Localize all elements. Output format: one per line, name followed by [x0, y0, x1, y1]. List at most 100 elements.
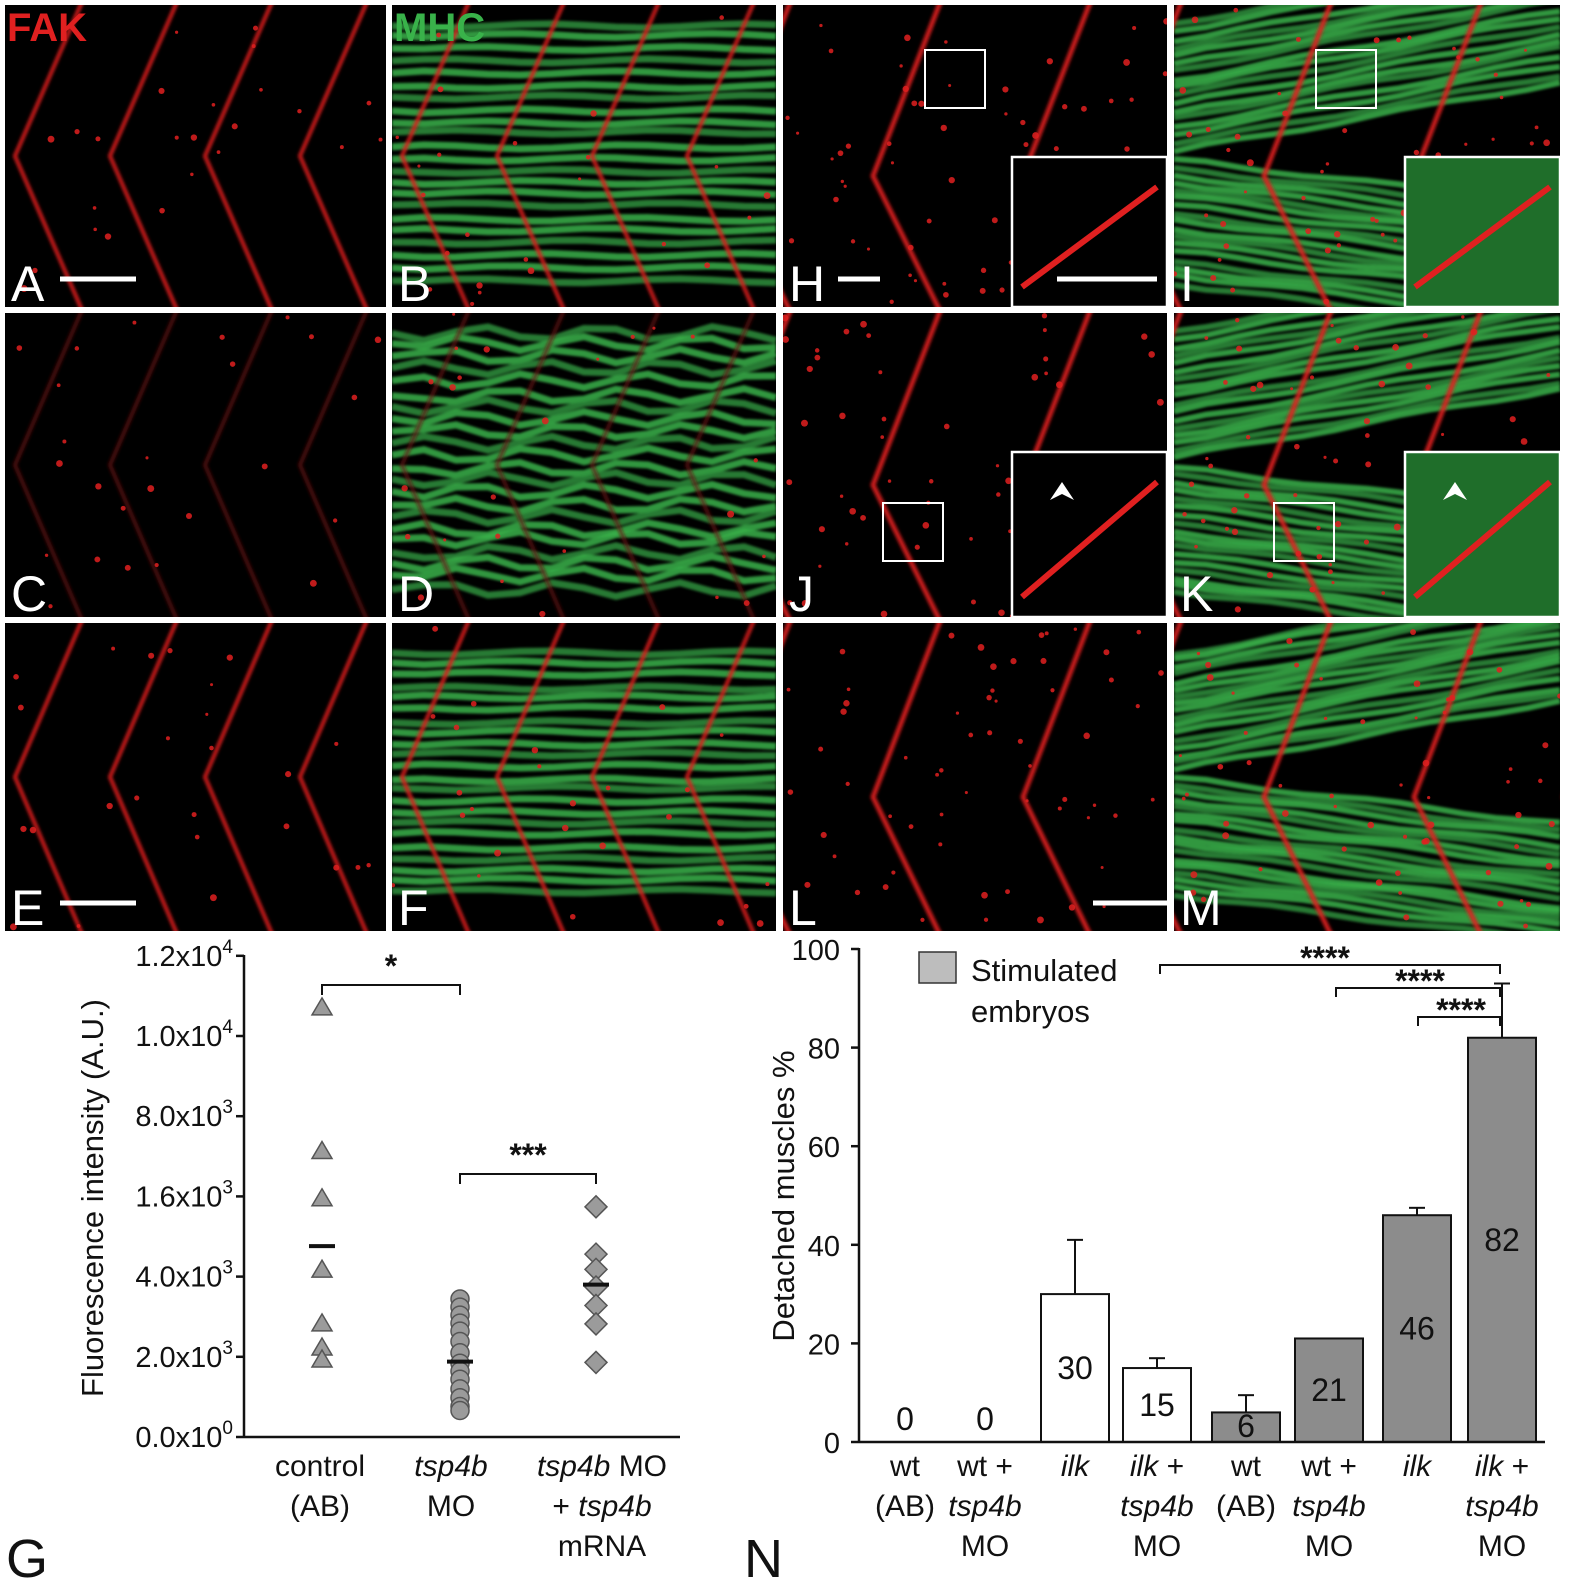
bar-value-label: 21 — [1311, 1372, 1347, 1408]
legend-label-line1: Stimulated — [971, 953, 1117, 988]
y-tick-label: 20 — [808, 1329, 840, 1361]
panel-background — [5, 313, 386, 617]
data-point-diamond — [583, 1311, 609, 1336]
significance-label: * — [385, 948, 398, 984]
data-point-triangle — [310, 1258, 334, 1278]
panel-letter: K — [1180, 566, 1213, 622]
bar-value-label: 46 — [1399, 1311, 1435, 1347]
category-label: wt — [889, 1450, 921, 1483]
channel-label: MHC — [394, 6, 485, 50]
category-label: (AB) — [875, 1490, 935, 1523]
y-tick-label: 1.6x103 — [135, 1177, 233, 1213]
category-label: ilk — [1403, 1450, 1433, 1483]
panel-letter: I — [1180, 256, 1194, 312]
panel-background — [783, 623, 1167, 931]
category-label: wt — [1230, 1450, 1262, 1483]
y-tick-label: 0 — [824, 1428, 840, 1460]
data-point-triangle — [310, 1312, 334, 1332]
panel-letter: L — [789, 880, 817, 936]
category-label: mRNA — [558, 1530, 646, 1563]
micrograph-panel-c: C — [5, 313, 386, 622]
category-label: ilk — [1061, 1450, 1091, 1483]
scatter-chart-g: 0.0x100 2.0x103 4.0x103 1.6x103 8.0x103 1.0x1… — [6, 937, 680, 1585]
category-label: tsp4b — [414, 1450, 487, 1483]
category-label: (AB) — [290, 1490, 350, 1523]
panel-letter-g: G — [6, 1529, 48, 1585]
category-label: (AB) — [1216, 1490, 1276, 1523]
channel-label: FAK — [7, 6, 87, 50]
y-tick-label: 40 — [808, 1231, 840, 1263]
arrowhead-icon — [1050, 482, 1074, 500]
panel-letter: B — [398, 256, 431, 312]
panel-letter: A — [11, 256, 45, 312]
inset-panel — [1403, 155, 1562, 309]
inset-panel — [1010, 450, 1169, 619]
legend-swatch — [918, 951, 957, 984]
panel-letter: J — [789, 566, 814, 622]
micrograph-panel-m: M — [1174, 623, 1560, 936]
category-label: MO — [1305, 1530, 1353, 1563]
micrograph-panel-f: F — [392, 623, 776, 936]
zoom-box — [1315, 49, 1377, 109]
category-label: tsp4b MO — [537, 1450, 667, 1483]
y-axis-label: Detached muscles % — [766, 1050, 801, 1341]
y-tick-label: 0.0x100 — [135, 1418, 233, 1454]
panel-letter: M — [1180, 880, 1222, 936]
category-label: MO — [427, 1490, 475, 1523]
significance-bracket — [1335, 987, 1501, 997]
bar — [1467, 1036, 1537, 1443]
data-point-diamond — [583, 1350, 609, 1375]
category-label: MO — [961, 1530, 1009, 1563]
category-label: tsp4b — [948, 1490, 1021, 1523]
category-label: ilk + — [1475, 1450, 1529, 1483]
bar-value-label: 82 — [1484, 1222, 1520, 1258]
panel-letter: H — [789, 256, 825, 312]
legend-label-line2: embryos — [971, 994, 1090, 1029]
category-label: tsp4b — [1120, 1490, 1193, 1523]
category-label: MO — [1478, 1530, 1526, 1563]
bar-value-label: 15 — [1139, 1387, 1175, 1423]
microscopy-panels: A FAK B MHC H I C D J K E F L M — [5, 5, 1562, 936]
y-tick-label: 4.0x103 — [135, 1258, 233, 1294]
micrograph-panel-l: L — [783, 623, 1169, 936]
category-label: tsp4b — [1465, 1490, 1538, 1523]
micrograph-panel-h: H — [783, 5, 1169, 312]
y-tick-label: 8.0x103 — [135, 1097, 233, 1133]
data-point-triangle — [310, 1140, 334, 1160]
micrograph-panel-j: J — [783, 313, 1169, 622]
y-tick-label: 1.0x104 — [135, 1017, 233, 1053]
category-label: wt + — [1300, 1450, 1357, 1483]
panel-letter-n: N — [744, 1529, 783, 1585]
panel-letter: C — [11, 566, 47, 622]
bar-value-label: 0 — [896, 1401, 914, 1437]
significance-bracket — [321, 984, 461, 995]
panel-background — [5, 5, 386, 307]
data-point-circle — [450, 1400, 470, 1421]
panel-letter: F — [398, 880, 429, 936]
significance-bracket — [459, 1173, 597, 1184]
zoom-box — [924, 49, 986, 109]
inset-panel — [1403, 450, 1562, 619]
micrograph-panel-k: K — [1174, 313, 1562, 622]
data-point-triangle — [310, 996, 334, 1016]
panel-letter: E — [11, 880, 44, 936]
inset-panel — [1010, 155, 1169, 309]
micrograph-panel-e: E — [5, 623, 386, 936]
panel-background — [5, 623, 386, 931]
significance-label: *** — [509, 1137, 547, 1173]
category-label: MO — [1133, 1530, 1181, 1563]
y-axis-label: Fluorescence intensity (A.U.) — [75, 999, 110, 1397]
significance-label: **** — [1395, 963, 1445, 999]
bar — [1382, 1214, 1452, 1443]
zoom-box — [882, 502, 944, 562]
bar — [1040, 1293, 1110, 1443]
category-label: ilk + — [1130, 1450, 1184, 1483]
arrowhead-icon — [1443, 482, 1467, 500]
significance-label: **** — [1436, 992, 1486, 1028]
micrograph-panel-d: D — [392, 313, 776, 622]
y-tick-label: 2.0x103 — [135, 1338, 233, 1374]
zoom-box — [1273, 502, 1335, 562]
category-label: tsp4b — [1292, 1490, 1365, 1523]
bar-value-label: 0 — [976, 1401, 994, 1437]
